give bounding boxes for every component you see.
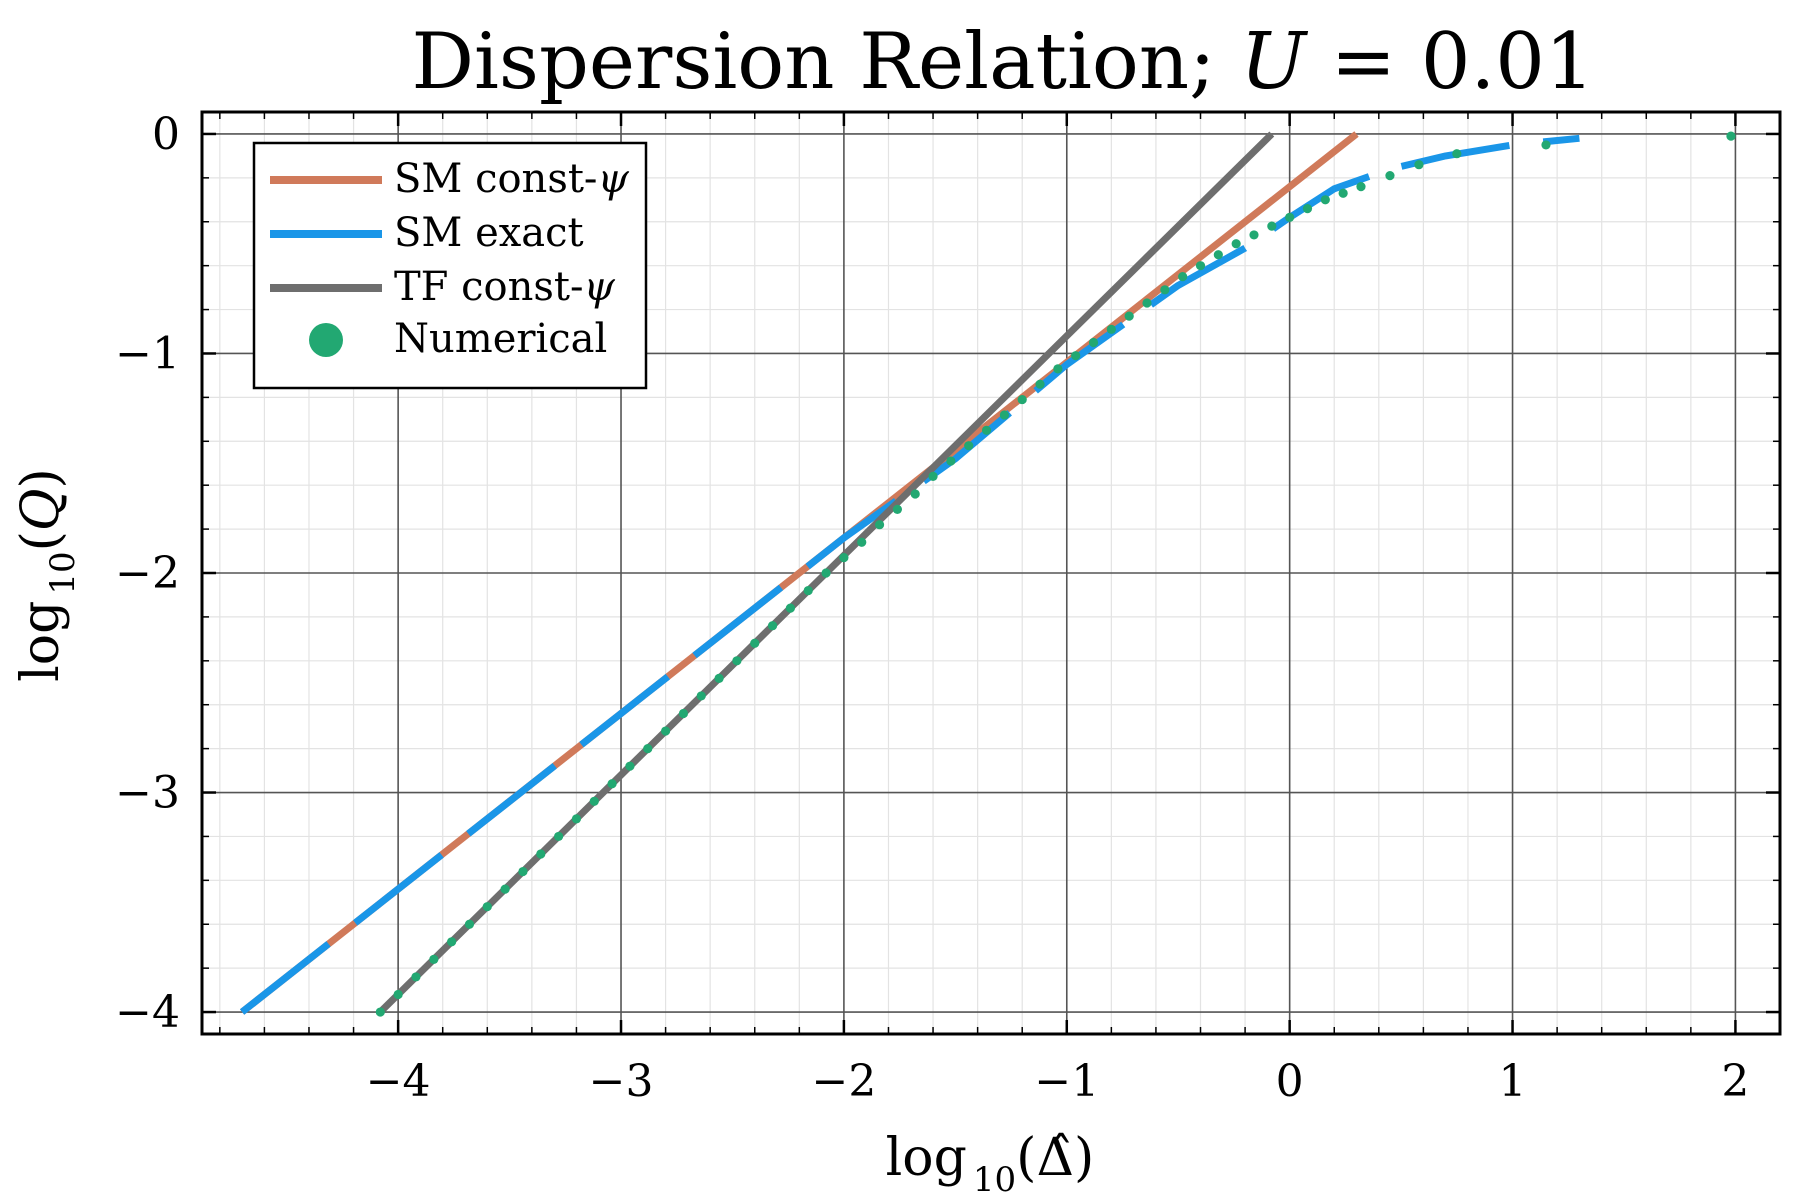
- data-point-numerical: [1071, 351, 1081, 361]
- data-point-numerical: [1320, 195, 1330, 205]
- x-tick-label: 0: [1276, 1056, 1304, 1107]
- data-point-numerical: [750, 638, 760, 648]
- data-point-numerical: [1249, 230, 1259, 240]
- data-point-numerical: [1088, 337, 1099, 348]
- data-point-numerical: [607, 779, 617, 789]
- data-point-numerical: [1302, 203, 1313, 214]
- data-point-numerical: [1385, 171, 1395, 181]
- y-tick-label: −3: [115, 768, 180, 819]
- data-point-numerical: [500, 884, 510, 894]
- data-point-numerical: [1285, 212, 1295, 222]
- data-point-numerical: [767, 621, 778, 631]
- data-point-numerical: [643, 744, 653, 754]
- data-point-numerical: [1053, 364, 1063, 374]
- legend-marker-numerical: [309, 323, 343, 357]
- data-point-numerical: [964, 441, 974, 451]
- x-tick-label: 1: [1499, 1056, 1527, 1107]
- data-point-numerical: [910, 489, 920, 499]
- data-point-numerical: [1356, 182, 1366, 192]
- data-point-numerical: [946, 456, 956, 466]
- series-numerical: [375, 131, 1736, 1017]
- data-point-numerical: [981, 425, 992, 435]
- data-point-numerical: [1124, 311, 1134, 321]
- x-tick-labels: −4 −3 −2 −1 0 1 2: [366, 1056, 1750, 1107]
- x-axis-label: log 10(Δ̂): [886, 1128, 1095, 1200]
- legend: SM const-ψ SM exact TF const-ψ Numerical: [252, 141, 648, 390]
- data-point-numerical: [1142, 298, 1152, 308]
- y-tick-label: 0: [152, 109, 180, 160]
- data-point-numerical: [536, 849, 546, 859]
- legend-label-tf-const: TF const-ψ: [394, 264, 616, 310]
- data-point-numerical: [696, 691, 706, 701]
- data-point-numerical: [375, 1007, 385, 1017]
- data-point-numerical: [1414, 160, 1424, 170]
- data-point-numerical: [1035, 379, 1045, 389]
- axis-ticks: [202, 112, 1781, 1034]
- y-tick-labels: 0 −1 −2 −3 −4: [115, 109, 180, 1038]
- x-tick-label: −3: [589, 1056, 654, 1107]
- data-point-numerical: [393, 989, 403, 1000]
- data-point-numerical: [1017, 394, 1027, 405]
- data-point-numerical: [1452, 149, 1462, 159]
- data-point-numerical: [589, 796, 599, 806]
- legend-label-sm-exact: SM exact: [394, 210, 584, 256]
- data-point-numerical: [625, 761, 635, 771]
- data-point-numerical: [1195, 261, 1206, 271]
- data-point-numerical: [571, 814, 582, 824]
- data-point-numerical: [1178, 272, 1188, 282]
- series-line-sm-exact: [239, 134, 1580, 1015]
- data-point-numerical: [1213, 250, 1223, 260]
- data-point-numerical: [678, 708, 689, 719]
- chart-title: Dispersion Relation; U = 0.01: [411, 17, 1594, 107]
- data-point-numerical: [999, 410, 1009, 420]
- data-point-numerical: [1267, 221, 1277, 231]
- data-point-numerical: [732, 656, 742, 666]
- data-point-numerical: [411, 972, 421, 982]
- data-point-numerical: [464, 919, 475, 929]
- data-point-numerical: [482, 902, 492, 912]
- data-point-numerical: [429, 954, 439, 964]
- legend-label-numerical: Numerical: [394, 316, 607, 362]
- data-point-numerical: [1541, 140, 1551, 150]
- data-point-numerical: [1726, 131, 1736, 141]
- x-tick-label: 2: [1721, 1056, 1749, 1107]
- data-point-numerical: [839, 553, 849, 563]
- data-point-numerical: [1338, 188, 1348, 198]
- data-point-numerical: [785, 603, 796, 613]
- data-point-numerical: [874, 520, 885, 530]
- data-point-numerical: [518, 866, 528, 877]
- x-tick-label: −2: [811, 1056, 876, 1107]
- data-point-numerical: [857, 537, 867, 547]
- data-point-numerical: [803, 585, 813, 596]
- data-point-numerical: [447, 937, 457, 947]
- data-point-numerical: [892, 504, 902, 514]
- y-tick-label: −1: [115, 328, 180, 379]
- x-tick-label: −4: [366, 1056, 431, 1107]
- y-axis-label: log10(Q): [11, 468, 83, 682]
- data-point-numerical: [1106, 324, 1116, 334]
- data-point-numerical: [554, 831, 564, 842]
- data-point-numerical: [1160, 285, 1170, 295]
- data-point-numerical: [660, 726, 671, 736]
- y-tick-label: −2: [115, 548, 180, 599]
- legend-label-sm-const: SM const-ψ: [394, 156, 629, 202]
- plot-area: [239, 131, 1736, 1017]
- data-point-numerical: [821, 568, 831, 578]
- x-tick-label: −1: [1034, 1056, 1099, 1107]
- data-point-numerical: [714, 673, 724, 683]
- y-tick-label: −4: [115, 987, 180, 1038]
- data-point-numerical: [928, 471, 938, 482]
- data-point-numerical: [1231, 239, 1241, 249]
